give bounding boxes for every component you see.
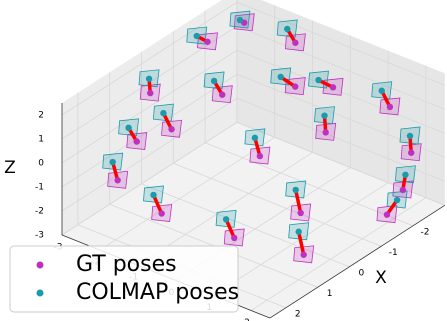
grid-line <box>61 49 238 164</box>
pose-point <box>322 129 329 136</box>
x-tick-label: 0 <box>359 268 365 278</box>
grid-line <box>236 97 445 182</box>
z-axis-label: Z <box>4 158 16 178</box>
pose-point <box>251 134 259 142</box>
error-line <box>293 189 303 214</box>
grid-line <box>173 162 382 247</box>
grid-line <box>99 137 275 251</box>
pose-point <box>114 177 121 184</box>
pose-point <box>378 87 385 94</box>
z-tick-label: -2 <box>35 207 44 217</box>
pose-point <box>383 211 391 218</box>
grid-line <box>236 25 445 110</box>
pose-point <box>158 210 165 217</box>
z-tick-label: -1 <box>35 183 44 193</box>
z-tick-label: 1 <box>38 135 44 145</box>
pose-point <box>145 75 153 82</box>
pose-point <box>133 138 140 145</box>
pose-point <box>147 89 154 97</box>
grid-line <box>61 1 238 116</box>
grid-line <box>61 73 238 188</box>
legend-label: COLMAP poses <box>76 280 239 305</box>
pose-point <box>386 103 394 111</box>
pose-point <box>408 149 415 156</box>
legend: GT poses COLMAP poses <box>9 245 239 313</box>
grid-line <box>141 183 350 268</box>
y-tick-label: 2 <box>244 318 250 321</box>
pose-point <box>210 77 218 85</box>
legend-box <box>9 245 239 313</box>
z-tick-label: 2 <box>38 111 44 121</box>
pose-point <box>292 39 299 46</box>
x-axis-label: X <box>375 268 387 288</box>
left-pane <box>62 0 237 235</box>
legend-marker <box>36 261 44 269</box>
pose-point <box>295 228 302 235</box>
pose-point <box>406 132 414 140</box>
pose-point <box>150 191 157 199</box>
grid-line <box>236 1 445 86</box>
z-tick-label: -3 <box>35 231 44 241</box>
pose-point <box>402 171 409 178</box>
x-tick-label: -1 <box>389 248 398 258</box>
grid-line <box>61 121 238 236</box>
x-tick-label: 1 <box>327 289 333 299</box>
grid-line <box>61 97 238 212</box>
pose-point <box>321 112 328 119</box>
grid-line <box>204 142 414 227</box>
z-tick-label: 0 <box>38 159 44 169</box>
back-pane <box>236 0 445 206</box>
pose-point <box>284 25 291 33</box>
error-line <box>151 194 164 215</box>
pose-point <box>277 73 284 81</box>
pose-point <box>256 152 264 160</box>
pose-point <box>109 158 116 166</box>
pose-point <box>125 124 132 131</box>
pose-point <box>399 186 407 194</box>
legend-marker <box>36 289 44 297</box>
error-line <box>224 218 236 239</box>
grid-line <box>236 49 445 134</box>
pose-point <box>219 91 226 98</box>
pose-point <box>297 209 304 217</box>
grid-line <box>250 197 427 311</box>
pose-point <box>231 234 238 242</box>
grid-line <box>236 121 445 206</box>
legend-label: GT poses <box>76 252 177 277</box>
pose-point <box>236 16 244 24</box>
pose-point <box>329 84 337 91</box>
axis-line <box>269 204 446 319</box>
error-line <box>296 231 306 256</box>
pose-point <box>393 196 401 204</box>
pose-point <box>204 38 211 45</box>
pose-point <box>160 109 167 117</box>
pose-point <box>292 83 299 90</box>
x-tick-label: 2 <box>295 309 301 319</box>
pose-point <box>292 186 299 194</box>
x-tick-label: -2 <box>421 227 430 237</box>
pose-point <box>168 126 175 133</box>
pose-point <box>222 216 230 223</box>
pose-point <box>300 251 307 258</box>
marks <box>102 10 422 264</box>
pose-point <box>315 76 322 84</box>
pose-point <box>193 32 200 40</box>
